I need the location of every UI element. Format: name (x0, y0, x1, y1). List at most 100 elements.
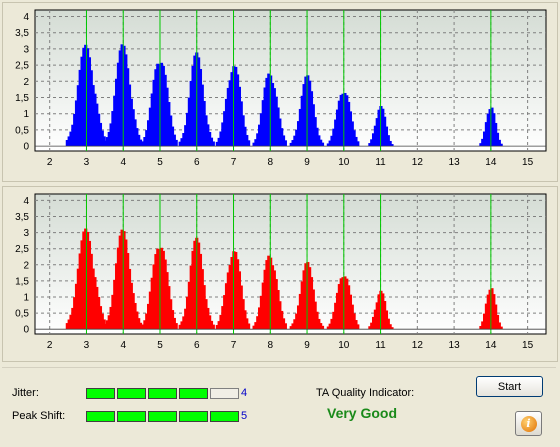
histogram-bar (254, 322, 258, 330)
x-tick-label: 6 (194, 157, 200, 168)
histogram-bar (479, 326, 483, 330)
histogram-bar (215, 141, 219, 147)
x-tick-label: 15 (522, 157, 534, 168)
histogram-bar (261, 100, 265, 147)
histogram-bar (103, 323, 108, 330)
histogram-bar (495, 132, 500, 147)
x-tick-label: 14 (485, 340, 497, 351)
histogram-bar (334, 119, 338, 147)
y-tick-label: 2 (23, 77, 29, 88)
histogram-bar (113, 279, 117, 330)
histogram-bar (78, 69, 82, 147)
histogram-bar (71, 124, 75, 147)
ta-quality-label: TA Quality Indicator: (316, 387, 415, 399)
histogram-bar (202, 100, 206, 147)
histogram-bar (89, 253, 93, 330)
histogram-bar (131, 109, 135, 147)
histogram-bar (138, 322, 143, 330)
histogram-bar (375, 302, 379, 330)
histogram-bar (85, 231, 90, 330)
histogram-bar (91, 85, 95, 147)
histogram-bar (156, 63, 160, 147)
histogram-bar (280, 128, 284, 147)
histogram-bar (73, 297, 77, 330)
histogram-bar (145, 313, 149, 330)
histogram-bar (488, 109, 492, 147)
histogram-bar (65, 323, 69, 330)
histogram-bar (343, 92, 347, 147)
y-tick-label: 0,5 (15, 125, 29, 136)
histogram-bar (377, 109, 381, 147)
histogram-bar (261, 282, 265, 330)
peak-shift-meter-segment (117, 411, 146, 422)
histogram-bar (152, 79, 156, 147)
histogram-bar (150, 93, 154, 147)
info-button[interactable]: i (515, 411, 542, 436)
y-tick-label: 3,5 (15, 28, 29, 39)
histogram-bar (320, 325, 325, 330)
start-button[interactable]: Start (476, 376, 543, 397)
x-tick-label: 7 (231, 157, 237, 168)
histogram-bar (497, 139, 501, 147)
histogram-bar (184, 125, 188, 147)
histogram-bar (182, 316, 186, 330)
histogram-bar (259, 295, 264, 330)
histogram-bar (93, 93, 97, 147)
peak-shift-meter (86, 411, 239, 422)
x-tick-label: 11 (375, 340, 386, 351)
x-tick-label: 5 (157, 157, 163, 168)
histogram-bar (206, 124, 210, 147)
jitter-meter (86, 388, 239, 399)
x-tick-label: 9 (304, 340, 310, 351)
y-tick-label: 0 (23, 325, 29, 336)
x-tick-label: 13 (449, 157, 461, 168)
histogram-bar (234, 251, 238, 330)
x-tick-label: 12 (412, 340, 424, 351)
histogram-bar (235, 74, 240, 147)
y-tick-label: 3,5 (15, 212, 29, 223)
histogram-bar (274, 279, 278, 330)
histogram-bar (228, 264, 232, 330)
histogram-bar (148, 291, 153, 330)
histogram-bar (67, 319, 71, 330)
histogram-bar (346, 101, 351, 147)
histogram-bar (388, 324, 392, 330)
histogram-bar (246, 140, 251, 147)
histogram-bar (252, 325, 256, 330)
histogram-bar (243, 310, 247, 330)
histogram-bar (386, 135, 390, 147)
histogram-bar (198, 69, 203, 147)
histogram-bar (241, 299, 245, 330)
y-tick-label: 2 (23, 260, 29, 271)
histogram-bar (311, 104, 315, 147)
jitter-meter-segment (210, 388, 239, 399)
histogram-bar (345, 95, 349, 147)
histogram-bar (65, 140, 69, 147)
y-tick-label: 4 (23, 196, 29, 207)
jitter-meter-segment (148, 388, 177, 399)
histogram-bar (373, 309, 378, 330)
histogram-bar (95, 103, 99, 147)
peak-shift-meter-segment (179, 411, 208, 422)
histogram-bar (200, 84, 204, 147)
histogram-bar (245, 318, 249, 330)
histogram-bar (304, 263, 308, 330)
histogram-bar (208, 315, 212, 330)
histogram-bar (317, 318, 321, 330)
histogram-bar (129, 98, 133, 147)
histogram-bar (265, 77, 269, 147)
histogram-bar (182, 133, 186, 147)
histogram-bar (74, 100, 79, 147)
histogram-bar (384, 126, 389, 147)
histogram-bar (499, 326, 503, 330)
histogram-bar (170, 126, 175, 147)
histogram-bar (84, 44, 88, 147)
histogram-bar (486, 113, 490, 147)
histogram-bar (326, 326, 330, 330)
jitter-meter-segment (86, 388, 115, 399)
histogram-bar (196, 57, 201, 147)
histogram-bar (499, 143, 503, 147)
histogram-bar (484, 122, 489, 147)
histogram-bar (309, 277, 314, 330)
histogram-bar (78, 253, 82, 330)
